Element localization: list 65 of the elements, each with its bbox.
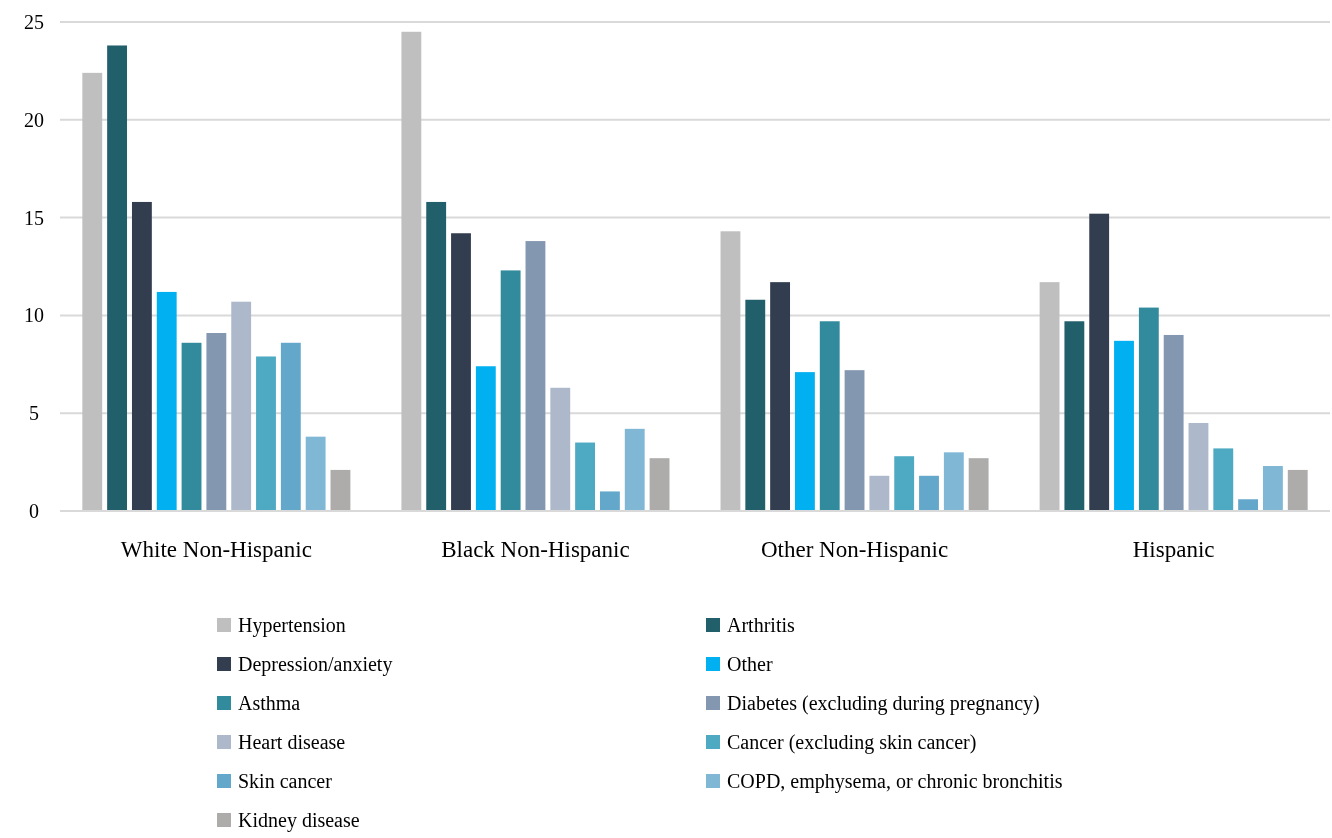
y-tick-label: 20 (24, 108, 44, 131)
y-tick-label: 0 (29, 500, 39, 522)
bar (1138, 307, 1159, 511)
bar (819, 321, 840, 511)
bar (943, 452, 964, 511)
legend-label: Hypertension (238, 614, 346, 637)
bar (1213, 448, 1234, 511)
bar (1163, 334, 1184, 511)
bar (770, 282, 791, 511)
bar (550, 387, 571, 511)
legend-label: COPD, emphysema, or chronic bronchitis (727, 770, 1063, 793)
bar (919, 475, 939, 511)
bar (181, 342, 202, 511)
legend-label: Other (727, 653, 773, 675)
bar (475, 366, 496, 511)
bar (575, 442, 596, 511)
bar (624, 428, 645, 511)
bar (1089, 213, 1110, 511)
bar (1262, 466, 1283, 511)
legend-label: Diabetes (excluding during pregnancy) (727, 692, 1040, 715)
bar (426, 201, 447, 511)
legend-label: Cancer (excluding skin cancer) (727, 731, 977, 754)
y-tick-label: 15 (24, 206, 44, 229)
bar (107, 45, 128, 511)
bar (156, 291, 177, 511)
bar (720, 231, 741, 511)
bar (1064, 321, 1085, 511)
legend-label: Asthma (238, 692, 301, 714)
legend-label: Heart disease (238, 731, 346, 753)
bar (968, 458, 989, 511)
bar (1287, 469, 1308, 511)
legend-label: Arthritis (727, 614, 795, 636)
legend-label: Depression/anxiety (238, 653, 393, 676)
x-tick-label: Black Non-Hispanic (441, 537, 630, 562)
bar (745, 299, 766, 511)
bar (451, 233, 471, 511)
bar (131, 201, 152, 511)
legend-label: Kidney disease (238, 809, 360, 832)
legend-label: Skin cancer (238, 770, 333, 792)
x-tick-label: Other Non-Hispanic (760, 537, 949, 562)
bar (869, 475, 890, 511)
y-tick-label: 10 (24, 304, 44, 327)
bar (599, 491, 620, 511)
bar (1039, 282, 1060, 511)
bar (1188, 422, 1209, 511)
bar (1238, 499, 1259, 511)
bar (82, 72, 103, 511)
y-tick-label: 25 (24, 11, 44, 33)
bar (280, 342, 301, 511)
bar (1114, 340, 1134, 511)
y-tick-label: 5 (29, 402, 39, 425)
bar (794, 372, 815, 511)
bar (330, 469, 351, 511)
bar (525, 241, 546, 511)
bar (401, 31, 422, 511)
bar (500, 270, 521, 511)
x-tick-label: Hispanic (1132, 537, 1215, 562)
x-tick-label: White Non-Hispanic (120, 537, 312, 562)
bar (894, 456, 915, 511)
bar (256, 356, 276, 511)
bar (305, 436, 326, 511)
bar (844, 370, 865, 511)
bar (206, 333, 227, 511)
bar (649, 458, 670, 511)
bar (231, 301, 252, 511)
